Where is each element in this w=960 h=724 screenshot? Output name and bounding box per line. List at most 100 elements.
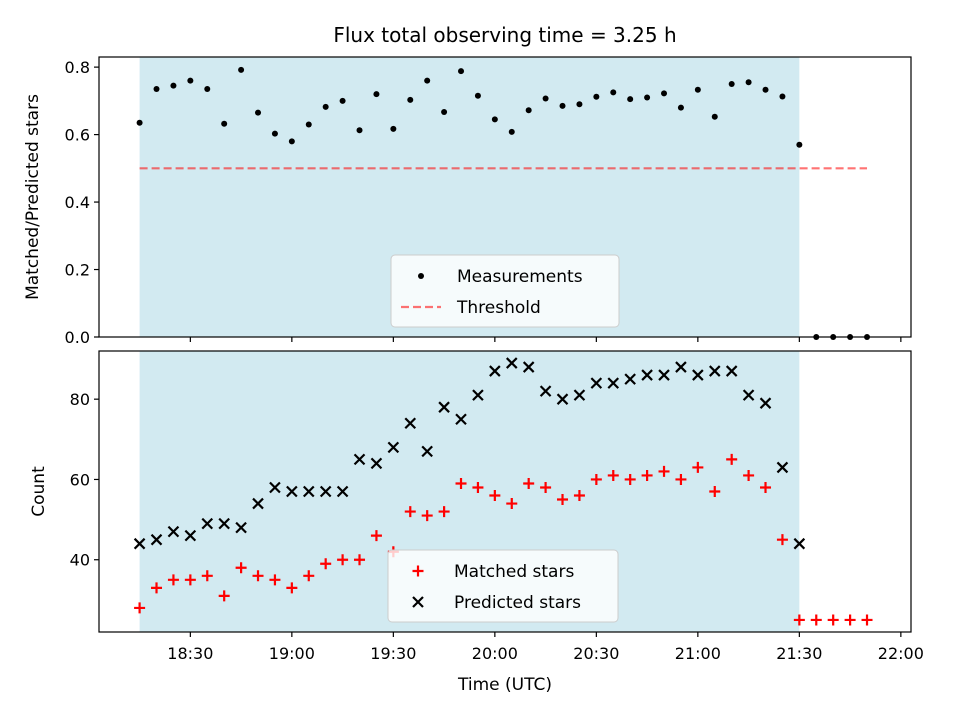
axes-frame [98, 350, 912, 633]
predicted-star-point [421, 445, 433, 458]
measurement-point [576, 101, 583, 108]
legend-label: Measurements [457, 267, 583, 287]
measurement-point [542, 95, 549, 102]
matched-star-point [810, 614, 822, 626]
predicted-star-point [370, 457, 383, 470]
measurement-point [373, 91, 380, 98]
measurement-point [745, 79, 752, 86]
measurement-point [153, 86, 160, 93]
legend-label: Threshold [456, 298, 541, 318]
matched-star-point [844, 614, 856, 626]
matched-star-point [776, 534, 788, 546]
measurement-point [677, 104, 684, 111]
y-axis-label: Count [29, 466, 49, 517]
measurement-point [474, 92, 481, 99]
matched-star-point [218, 590, 230, 602]
bottom-panel: 40 60 80 Count 18:30 19:00 19:30 20:00 20:30 21:0… [29, 350, 924, 663]
measurement-point [424, 77, 431, 84]
predicted-star-point [522, 361, 535, 373]
measurement-point [627, 96, 634, 103]
predicted-star-point [708, 365, 721, 377]
measurement-point [390, 125, 397, 132]
x-tick-label: 18:30 [167, 644, 213, 663]
matched-star-point [793, 614, 805, 626]
measurement-point [339, 97, 346, 104]
predicted-star-point [404, 417, 417, 430]
measurement-point [356, 127, 363, 134]
predicted-star-point [438, 401, 450, 413]
chart-title: Flux total observing time = 3.25 h [333, 23, 676, 47]
matched-star-point [573, 490, 585, 502]
measurement-point [288, 138, 295, 145]
predicted-star-point [505, 357, 518, 369]
series-predicted-stars [133, 357, 806, 550]
matched-star-point [709, 486, 721, 497]
predicted-star-point [759, 397, 772, 409]
matched-star-point [472, 481, 484, 493]
legend: Measurements Threshold [390, 254, 620, 328]
y-tick-label: 0.2 [65, 261, 90, 280]
series-measurements [136, 66, 871, 340]
matched-star-point [438, 506, 450, 518]
y-tick-label: 0.4 [65, 193, 90, 212]
predicted-star-point [133, 537, 146, 550]
measurement-point [661, 90, 668, 97]
predicted-star-point [302, 485, 315, 498]
matched-star-point [861, 614, 873, 626]
measurement-point [170, 82, 177, 89]
predicted-star-point [353, 453, 366, 466]
matched-star-point [675, 473, 687, 485]
matched-star-point [540, 481, 552, 493]
matched-star-point [404, 506, 416, 518]
measurement-point [238, 66, 245, 73]
matched-star-point [354, 554, 366, 566]
x-tick-label: 19:30 [370, 644, 416, 663]
x-tick-label: 20:00 [472, 644, 518, 663]
predicted-star-point [539, 385, 552, 397]
predicted-star-point [319, 485, 332, 498]
measurement-point [593, 93, 600, 100]
predicted-star-point [607, 377, 620, 389]
series-matched-stars [134, 453, 873, 626]
legend-box [390, 254, 620, 328]
matched-star-point [658, 465, 670, 477]
measurement-point [322, 103, 329, 110]
measurement-point [508, 128, 515, 135]
predicted-star-point [336, 485, 349, 498]
matched-star-point [489, 490, 501, 502]
matched-star-point [235, 562, 247, 574]
x-tick-label: 21:30 [776, 644, 822, 663]
predicted-star-point [455, 413, 467, 426]
matched-star-point [506, 498, 518, 510]
predicted-star-point [489, 365, 501, 377]
x-tick-label: 21:00 [675, 644, 721, 663]
legend-label: Predicted stars [454, 593, 581, 613]
measurement-point [728, 80, 735, 87]
measurement-point [559, 102, 566, 109]
predicted-star-point [167, 525, 180, 538]
matched-star-point [151, 582, 163, 594]
matched-star-point [641, 469, 653, 481]
predicted-star-point [556, 393, 569, 405]
predicted-star-point [692, 369, 704, 381]
predicted-star-point [641, 369, 653, 381]
measurement-point [694, 86, 701, 93]
measurement-point [525, 107, 532, 114]
measurement-point [796, 141, 803, 148]
measurement-point [491, 116, 498, 123]
predicted-star-point [218, 517, 230, 530]
predicted-star-point [675, 361, 687, 373]
matched-star-point [523, 477, 535, 489]
y-tick-label: 0.6 [65, 126, 90, 145]
y-tick-label: 0.0 [65, 328, 90, 347]
predicted-star-point [658, 369, 670, 381]
legend-marker [412, 565, 424, 577]
matched-star-point [590, 473, 602, 485]
matched-star-point [743, 469, 755, 481]
matched-star-point [557, 494, 569, 506]
y-tick-label: 0.8 [65, 58, 90, 77]
predicted-star-point [150, 533, 163, 546]
legend-marker [412, 596, 424, 608]
measurement-point [221, 120, 228, 127]
matched-star-point [760, 481, 772, 493]
